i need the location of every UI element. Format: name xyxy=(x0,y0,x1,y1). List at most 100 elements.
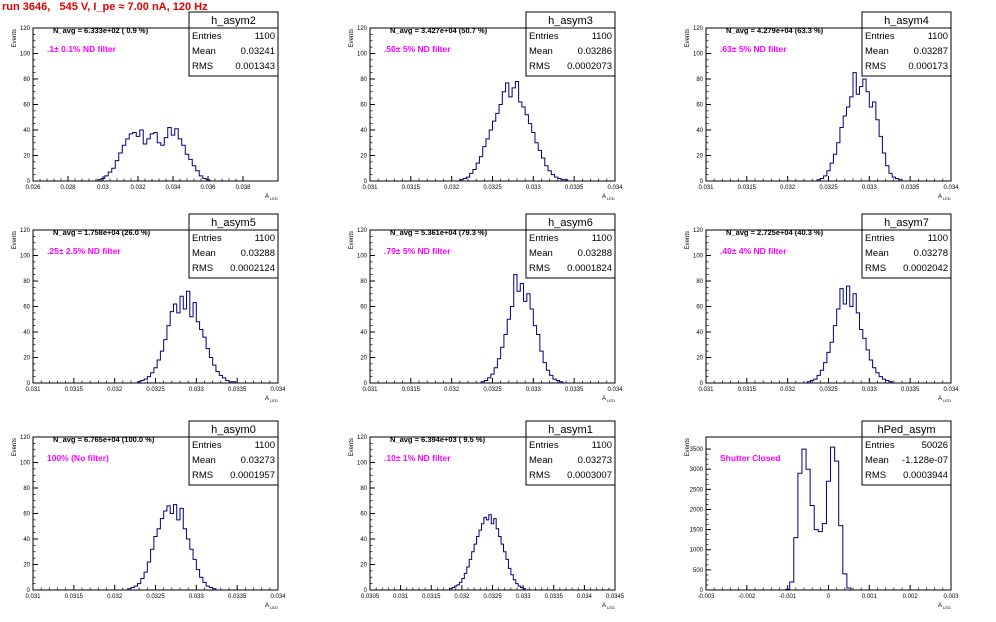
y-axis-label: Events xyxy=(12,231,18,249)
x-tick-label: 0.0345 xyxy=(606,594,625,600)
x-tick-label: 0.033 xyxy=(526,185,542,191)
stats-rms-label: RMS xyxy=(192,470,213,481)
stats-box xyxy=(188,11,279,77)
stats-rms-label: RMS xyxy=(529,470,550,481)
stats-box-title: h_asym1 xyxy=(548,424,593,436)
navg-annotation: N_avg = 4.279e+04 (63.3 %) xyxy=(726,26,824,35)
histogram-panel-h_asym2: 0 20 40 60 80 100 120 0.026 0.028 0.03 0.032 0.034 0… xyxy=(12,11,279,201)
stats-rms-label: RMS xyxy=(192,61,213,72)
y-tick-label: 100 xyxy=(357,461,368,467)
y-tick-label: 100 xyxy=(20,52,31,58)
x-tick-label: 0.0315 xyxy=(738,185,757,191)
stats-rms-value: 0.0001957 xyxy=(230,470,275,481)
stats-mean-label: Mean xyxy=(865,248,889,259)
stats-rms-label: RMS xyxy=(865,61,886,72)
x-tick-label: 0.034 xyxy=(607,185,623,191)
x-tick-label: 0.031 xyxy=(362,185,378,191)
stats-mean-value: 0.03287 xyxy=(914,46,948,57)
x-axis-label: A xyxy=(265,396,269,402)
stats-box-title: h_asym2 xyxy=(211,15,256,27)
y-tick-label: 60 xyxy=(360,103,367,109)
stats-box-title: h_asym5 xyxy=(211,217,256,229)
y-tick-label: 60 xyxy=(696,103,703,109)
stats-mean-value: 0.03288 xyxy=(241,248,275,259)
y-tick-label: 40 xyxy=(23,330,30,336)
y-tick-label: 0 xyxy=(700,381,704,387)
x-tick-label: 0.031 xyxy=(393,594,409,600)
y-tick-label: 20 xyxy=(23,563,30,569)
x-tick-label: 0.033 xyxy=(189,594,205,600)
y-tick-label: 60 xyxy=(23,305,30,311)
stats-entries-label: Entries xyxy=(192,440,222,451)
y-tick-label: 3500 xyxy=(690,447,704,453)
x-tick-label: 0.031 xyxy=(362,387,378,393)
x-tick-label: 0.032 xyxy=(107,594,123,600)
stats-box xyxy=(525,420,616,486)
x-axis-label-subscript: LED xyxy=(607,196,615,201)
stats-rms-value: 0.001343 xyxy=(235,61,275,72)
stats-box-title: h_asym0 xyxy=(211,424,256,436)
x-axis-label-subscript: LED xyxy=(607,398,615,403)
x-axis-label-subscript: LED xyxy=(607,605,615,610)
x-tick-label: 0.033 xyxy=(526,387,542,393)
y-tick-label: 20 xyxy=(696,356,703,362)
x-tick-label: 0.032 xyxy=(780,387,796,393)
stats-entries-label: Entries xyxy=(529,31,559,42)
stats-mean-value: 0.03286 xyxy=(578,46,612,57)
x-tick-label: 0.036 xyxy=(200,185,216,191)
x-tick-label: 0.0335 xyxy=(228,594,247,600)
x-tick-label: 0.034 xyxy=(943,387,959,393)
x-axis-label-subscript: LED xyxy=(943,196,951,201)
y-tick-label: 40 xyxy=(696,128,703,134)
x-tick-label: 0.002 xyxy=(903,594,919,600)
x-axis-label: A xyxy=(938,603,942,609)
x-tick-label: 0.0315 xyxy=(402,387,421,393)
stats-box xyxy=(188,213,279,279)
stats-rms-value: 0.0003007 xyxy=(567,470,612,481)
x-tick-label: 0.034 xyxy=(577,594,593,600)
navg-annotation: N_avg = 1.758e+04 (26.0 %) xyxy=(53,228,151,237)
y-tick-label: 80 xyxy=(360,279,367,285)
stats-entries-value: 1100 xyxy=(255,31,275,42)
y-tick-label: 80 xyxy=(360,77,367,83)
x-tick-label: 0.0315 xyxy=(65,387,84,393)
x-axis-label: A xyxy=(938,194,942,200)
stats-mean-value: 0.03273 xyxy=(241,455,275,466)
histogram-panel-h_asym0: 0 20 40 60 80 100 120 0.031 0.0315 0.032 0.0325 0.0… xyxy=(12,420,286,610)
y-tick-label: 60 xyxy=(23,103,30,109)
stats-entries-label: Entries xyxy=(529,233,559,244)
x-tick-label: 0.0335 xyxy=(228,387,247,393)
stats-box xyxy=(861,420,952,486)
stats-box-title: h_asym4 xyxy=(884,15,929,27)
y-tick-label: 120 xyxy=(20,228,31,234)
filter-annotation: .79± 5% ND filter xyxy=(384,246,451,256)
stats-entries-value: 1100 xyxy=(592,31,612,42)
y-tick-label: 40 xyxy=(360,128,367,134)
x-tick-label: 0.033 xyxy=(862,387,878,393)
filter-annotation: .25± 2.5% ND filter xyxy=(47,246,121,256)
x-tick-label: 0.034 xyxy=(270,387,286,393)
x-tick-label: 0.0315 xyxy=(402,185,421,191)
stats-mean-label: Mean xyxy=(865,455,889,466)
stats-entries-value: 1100 xyxy=(592,233,612,244)
y-tick-label: 20 xyxy=(360,563,367,569)
y-tick-label: 0 xyxy=(700,588,704,594)
stats-rms-label: RMS xyxy=(865,470,886,481)
stats-rms-label: RMS xyxy=(529,263,550,274)
stats-rms-value: 0.0002042 xyxy=(903,263,948,274)
y-tick-label: 80 xyxy=(696,279,703,285)
x-tick-label: 0.0325 xyxy=(483,185,502,191)
y-tick-label: 20 xyxy=(696,154,703,160)
x-axis-label: A xyxy=(938,396,942,402)
y-tick-label: 120 xyxy=(357,26,368,32)
y-tick-label: 80 xyxy=(23,77,30,83)
stats-mean-value: -1.128e-07 xyxy=(902,455,948,466)
histogram-panel-h_asym7: 0 20 40 60 80 100 120 0.031 0.0315 0.032 0.0325 0.0… xyxy=(685,213,959,403)
x-axis-label: A xyxy=(602,194,606,200)
y-tick-label: 60 xyxy=(696,305,703,311)
x-tick-label: 0.0335 xyxy=(565,185,584,191)
x-tick-label: 0.032 xyxy=(780,185,796,191)
y-tick-label: 1500 xyxy=(690,528,704,534)
stats-box-title: hPed_asym xyxy=(877,424,935,436)
y-tick-label: 40 xyxy=(23,128,30,134)
